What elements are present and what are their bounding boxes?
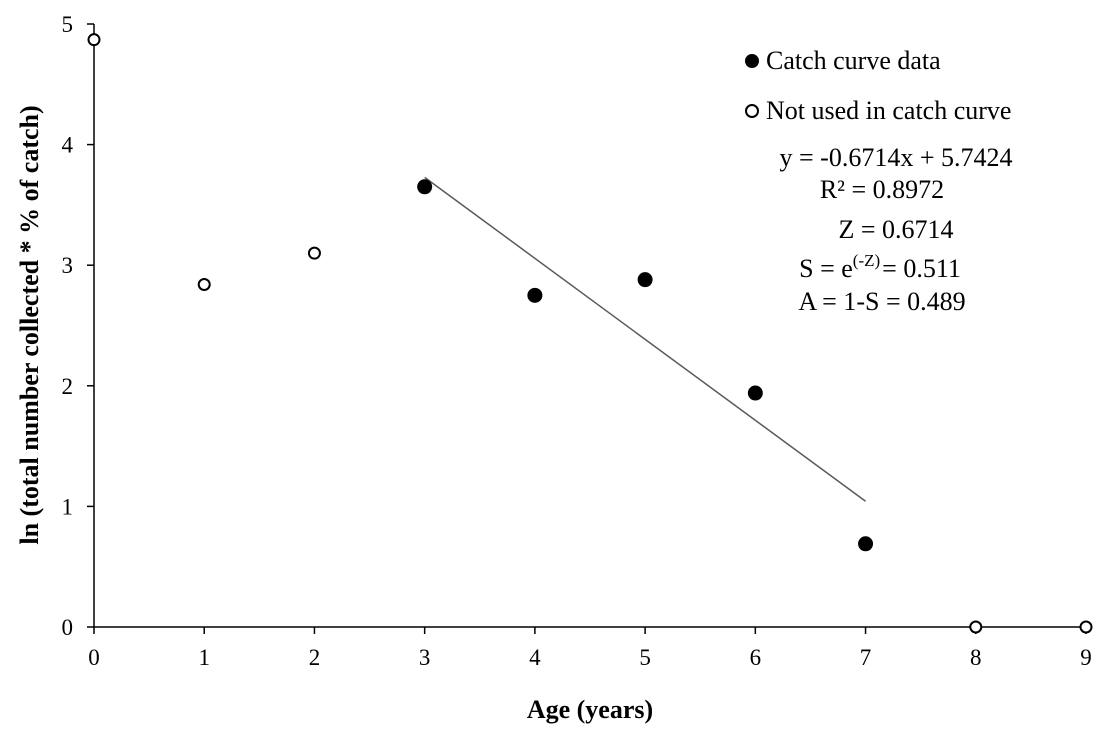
r-squared-label: R² = 0.8972 <box>820 175 944 204</box>
survival-prefix: S = e <box>799 254 853 283</box>
x-tick-label: 5 <box>639 645 651 670</box>
unused-point <box>307 246 321 260</box>
y-tick-label: 4 <box>62 133 74 158</box>
data-points <box>87 33 1093 634</box>
unused-point <box>197 277 211 291</box>
x-tick-label: 7 <box>860 645 872 670</box>
x-tick-label: 2 <box>309 645 321 670</box>
catch-curve-point <box>527 287 543 303</box>
catch-curve-point <box>637 272 653 288</box>
y-tick-label: 0 <box>62 615 74 640</box>
regression-equation: y = -0.6714x + 5.7424 <box>780 143 1013 172</box>
survival-value: = 0.511 <box>882 254 961 283</box>
unused-point <box>969 620 983 634</box>
y-tick-label: 3 <box>62 253 74 278</box>
unused-point <box>1079 620 1093 634</box>
regression-annotation: y = -0.6714x + 5.7424 R² = 0.8972 Z = 0.… <box>780 143 1013 316</box>
legend-label-not-used: Not used in catch curve <box>766 96 1011 125</box>
x-tick-label: 9 <box>1080 645 1092 670</box>
catch-curve-point <box>858 536 874 552</box>
y-tick-label: 2 <box>62 374 74 399</box>
tick-labels: 0 1 2 3 4 5 6 7 8 9 0 1 2 3 4 5 <box>62 12 1092 670</box>
trendline <box>424 176 866 502</box>
survival-superscript: (-Z) <box>853 251 880 270</box>
legend-marker-filled <box>745 54 759 68</box>
catch-curve-point <box>417 179 433 195</box>
x-tick-label: 6 <box>750 645 762 670</box>
survival-label: S = e(-Z)= 0.511 <box>799 251 961 283</box>
trendline-group <box>424 176 866 502</box>
y-tick-label: 5 <box>62 12 74 37</box>
x-tick-label: 4 <box>529 645 541 670</box>
x-tick-label: 8 <box>970 645 982 670</box>
catch-curve-point <box>747 385 763 401</box>
x-tick-label: 0 <box>88 645 100 670</box>
legend-marker-open <box>745 104 759 118</box>
legend: Catch curve data Not used in catch curve <box>745 46 1011 125</box>
y-tick-label: 1 <box>62 494 74 519</box>
x-tick-label: 1 <box>198 645 210 670</box>
z-label: Z = 0.6714 <box>838 215 953 244</box>
y-axis-title: ln (total number collected * % of catch) <box>15 105 44 544</box>
legend-label-catch-curve: Catch curve data <box>766 46 941 75</box>
mortality-label: A = 1-S = 0.489 <box>798 287 965 316</box>
x-axis-title: Age (years) <box>527 695 653 724</box>
x-tick-label: 3 <box>419 645 431 670</box>
unused-point <box>87 33 101 47</box>
